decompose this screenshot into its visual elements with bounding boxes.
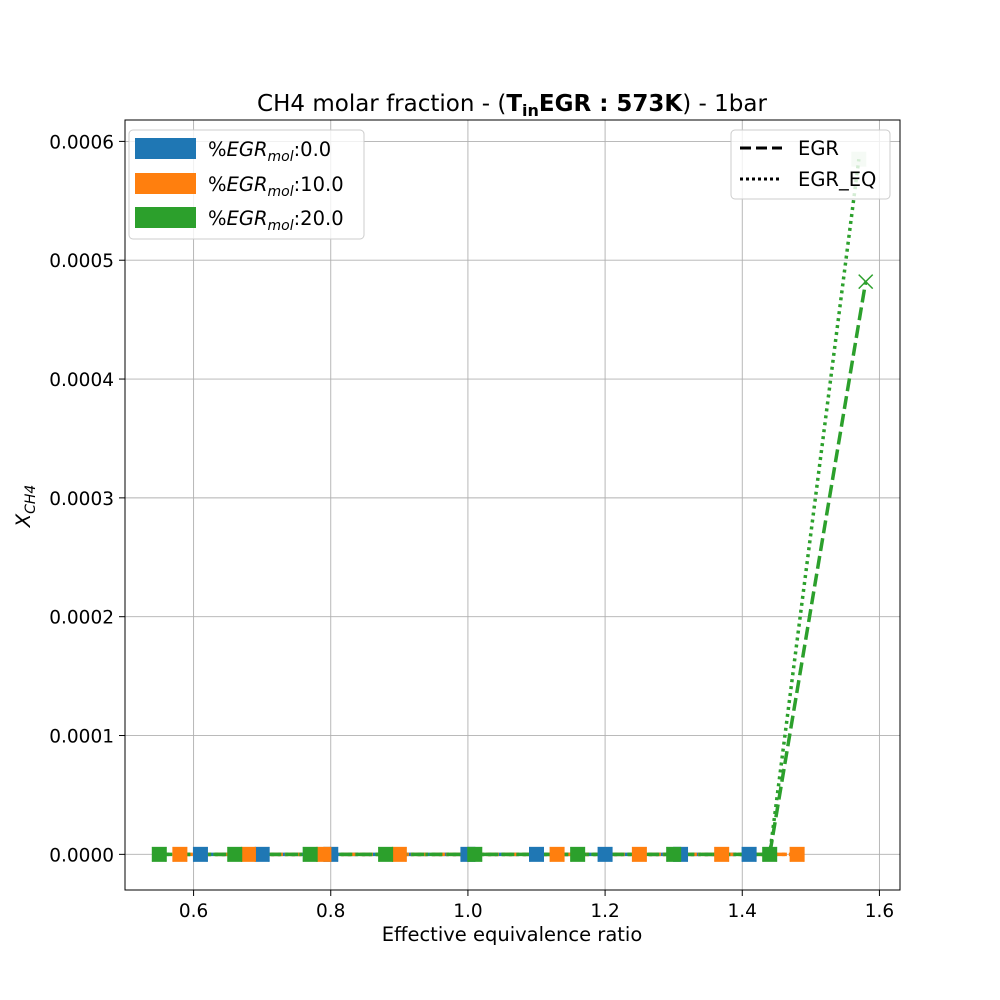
data-point-egr-eq (529, 846, 545, 862)
data-point-egr-eq (741, 846, 757, 862)
legend-label-egr-eq: EGR_EQ (798, 168, 876, 191)
data-point-egr-eq (714, 846, 730, 862)
data-point-egr-eq (192, 846, 208, 862)
data-point-egr-eq (597, 846, 613, 862)
data-point-egr (858, 274, 874, 290)
data-point-egr-eq (302, 846, 318, 862)
legend-swatch (135, 207, 196, 228)
data-point-egr-eq (316, 846, 332, 862)
data-point-egr-eq (666, 846, 682, 862)
legend-entry: %EGRmol:0.0 (135, 138, 331, 165)
legend-groups: %EGRmol:0.0 %EGRmol:10.0 %EGRmol:20.0 (128, 129, 365, 240)
axes-frame (124, 119, 901, 891)
x-tick-label: 1.0 (453, 901, 482, 922)
series-line-egr (159, 281, 868, 857)
data-point-egr-eq (227, 846, 243, 862)
axis-ticks: 0.6 0.8 1.0 1.2 1.4 1.6 0.0000 0.0001 0.0002 0.00… (49, 132, 894, 922)
legend-entry: %EGRmol:10.0 (135, 173, 344, 200)
data-point-egr-eq (151, 846, 167, 862)
y-tick-label: 0.0005 (49, 251, 114, 272)
y-tick-label: 0.0006 (49, 132, 114, 153)
y-tick-label: 0.0001 (49, 727, 114, 748)
plot-markers (151, 151, 874, 862)
x-tick-label: 1.6 (865, 901, 894, 922)
y-tick-label: 0.0002 (49, 608, 114, 629)
x-tick-label: 1.4 (728, 901, 757, 922)
data-point-egr-eq (378, 846, 394, 862)
x-axis-label: Effective equivalence ratio (382, 923, 643, 946)
data-point-egr-eq (789, 846, 805, 862)
x-tick-label: 0.6 (179, 901, 208, 922)
legend-label: %EGRmol:20.0 (208, 207, 344, 234)
y-tick-label: 0.0000 (49, 845, 114, 866)
x-tick-label: 0.8 (316, 901, 345, 922)
series-line-egr-eq (159, 158, 861, 857)
data-point-egr-eq (570, 846, 586, 862)
legend-styles: EGR EGR_EQ (730, 129, 891, 200)
data-point-egr-eq (240, 846, 256, 862)
legend-label: %EGRmol:10.0 (208, 173, 344, 200)
y-tick-label: 0.0003 (49, 489, 114, 510)
data-point-egr-eq (254, 846, 270, 862)
data-point-egr-eq (549, 846, 565, 862)
legend-swatch (135, 138, 196, 159)
legend-label: %EGRmol:0.0 (208, 138, 331, 165)
chart-title: CH4 molar fraction - (TinEGR : 573K) - 1… (257, 91, 767, 120)
plot-lines (159, 158, 868, 857)
legend-entry: %EGRmol:20.0 (135, 207, 344, 234)
data-point-egr-eq (172, 846, 188, 862)
x-tick-label: 1.2 (590, 901, 619, 922)
data-point-egr-eq (631, 846, 647, 862)
y-axis-label: XCH4 (12, 485, 39, 529)
legend-swatch (135, 173, 196, 194)
data-point-egr-eq (391, 846, 407, 862)
y-tick-label: 0.0004 (49, 370, 114, 391)
legend-label-egr: EGR (798, 137, 839, 160)
data-point-egr-eq (762, 846, 778, 862)
data-point-egr-eq (467, 846, 483, 862)
